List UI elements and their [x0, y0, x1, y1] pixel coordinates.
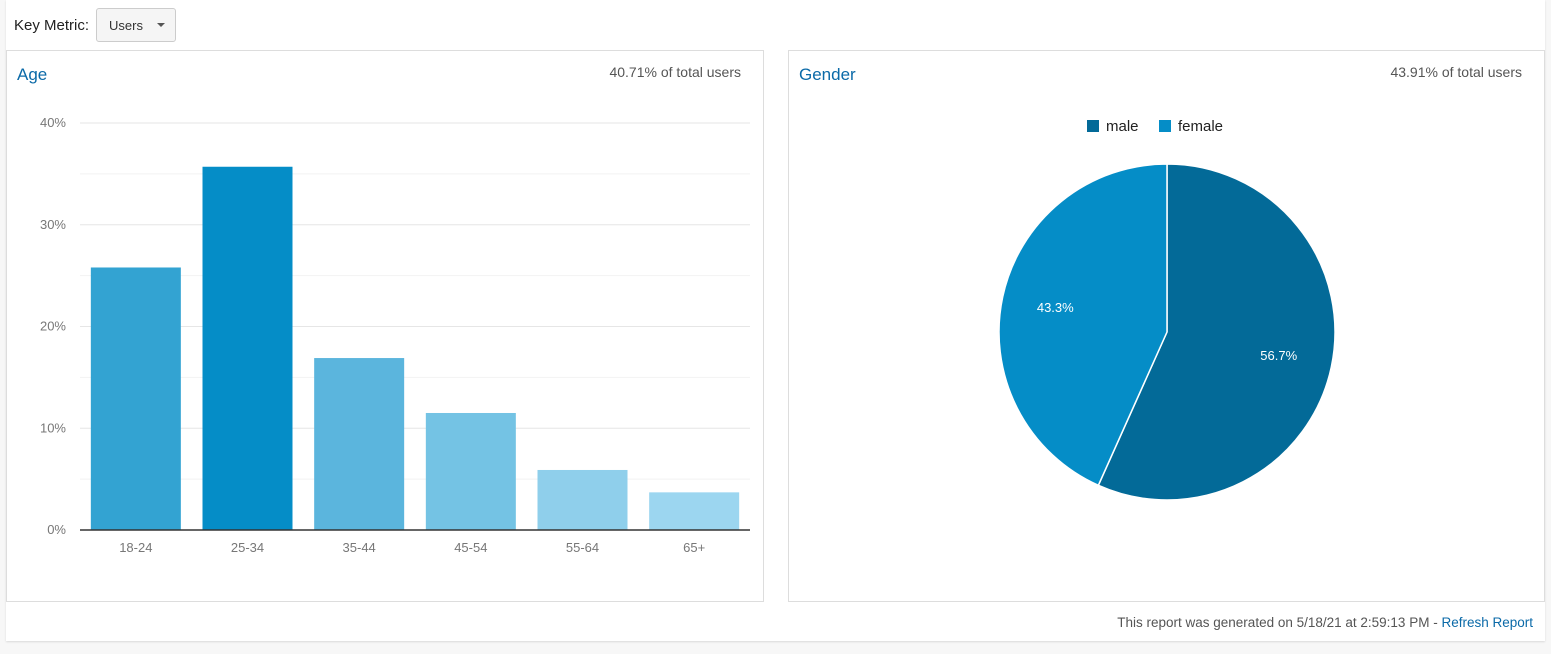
- pie-label-female: 43.3%: [1037, 300, 1074, 315]
- bar-35-44[interactable]: [314, 358, 405, 530]
- y-tick-label: 40%: [40, 115, 66, 130]
- legend-swatch-female: [1159, 120, 1171, 132]
- gender-title: Gender: [799, 65, 856, 84]
- y-tick-label: 0%: [47, 522, 66, 537]
- key-metric-value: Users: [109, 17, 143, 33]
- y-tick-label: 30%: [40, 217, 66, 232]
- legend-label-female[interactable]: female: [1178, 118, 1223, 135]
- x-tick-label: 25-34: [231, 540, 264, 555]
- report-footer: This report was generated on 5/18/21 at …: [1117, 615, 1533, 630]
- legend-swatch-male: [1087, 120, 1099, 132]
- x-tick-label: 45-54: [454, 540, 487, 555]
- gender-subtitle: 43.91% of total users: [1390, 64, 1522, 80]
- bar-18-24[interactable]: [90, 267, 181, 530]
- x-tick-label: 55-64: [566, 540, 599, 555]
- x-tick-label: 65+: [683, 540, 705, 555]
- generated-text: This report was generated on 5/18/21 at …: [1117, 615, 1442, 630]
- refresh-report-link[interactable]: Refresh Report: [1441, 615, 1533, 630]
- bar-65+[interactable]: [649, 492, 740, 530]
- key-metric-label: Key Metric:: [14, 16, 90, 34]
- x-tick-label: 18-24: [119, 540, 152, 555]
- pie-legend: male female: [1087, 118, 1223, 135]
- bar-45-54[interactable]: [425, 412, 516, 530]
- pie-slice-male[interactable]: [1097, 163, 1336, 501]
- y-tick-label: 20%: [40, 319, 66, 334]
- age-panel: Age 40.71% of total users 0% 10% 20% 30% 40%…: [6, 50, 764, 602]
- bar-55-64[interactable]: [537, 469, 628, 530]
- y-tick-label: 10%: [40, 420, 66, 435]
- bar-25-34[interactable]: [202, 166, 293, 530]
- chevron-down-icon: [156, 23, 165, 27]
- gender-panel: Gender 43.91% of total users male female 5…: [788, 50, 1545, 602]
- legend-label-male[interactable]: male: [1106, 118, 1139, 135]
- key-metric-control: Key Metric: Users: [14, 8, 177, 42]
- age-bar-chart: 0% 10% 20% 30% 40% 18-24 25-34 35-44 45-54 55-64 6…: [40, 115, 750, 555]
- age-title: Age: [17, 65, 48, 84]
- x-tick-label: 35-44: [343, 540, 376, 555]
- age-subtitle: 40.71% of total users: [609, 64, 741, 80]
- pie-label-male: 56.7%: [1260, 348, 1297, 363]
- pie-slice-female[interactable]: [998, 163, 1168, 487]
- gender-pie-chart: male female 56.7% 43.3%: [998, 118, 1336, 501]
- key-metric-dropdown[interactable]: Users: [96, 8, 177, 42]
